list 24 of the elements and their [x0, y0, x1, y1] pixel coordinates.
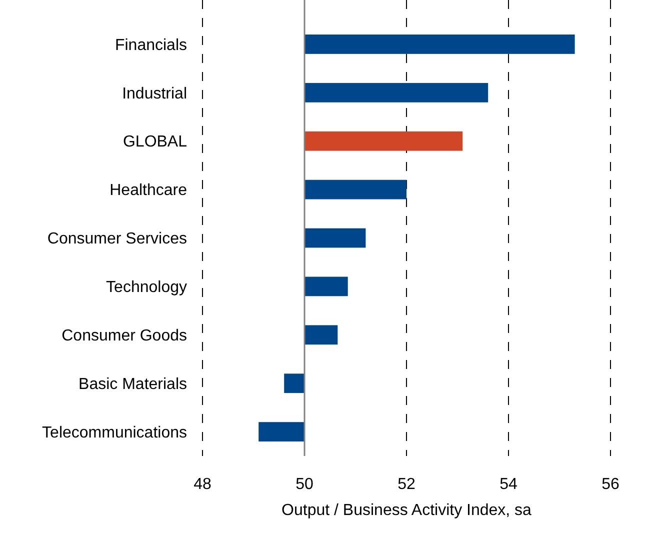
bar	[258, 422, 304, 442]
y-tick-label: Financials	[114, 36, 187, 54]
y-tick-label: Telecommunications	[42, 424, 187, 442]
x-axis-title: Output / Business Activity Index, sa	[282, 502, 532, 519]
x-tick-label: 48	[194, 476, 212, 493]
x-tick-label: 54	[500, 476, 518, 493]
y-tick-label: Basic Materials	[78, 376, 187, 393]
bar	[304, 325, 338, 345]
bar	[284, 374, 304, 394]
y-tick-label: Technology	[106, 279, 187, 296]
x-tick-label: 56	[602, 476, 620, 493]
y-tick-label: Consumer Services	[47, 230, 187, 248]
y-tick-label: Healthcare	[110, 182, 188, 200]
bar	[304, 180, 406, 200]
bar	[304, 228, 366, 248]
y-tick-label: Consumer Goods	[62, 327, 187, 344]
x-tick-label: 52	[398, 476, 416, 493]
bar	[304, 34, 575, 54]
y-tick-label: GLOBAL	[122, 134, 188, 151]
bar	[304, 276, 348, 296]
x-tick-label: 50	[296, 476, 314, 493]
bar	[304, 82, 488, 102]
y-tick-label: Industrial	[122, 85, 187, 102]
bar	[304, 131, 463, 151]
